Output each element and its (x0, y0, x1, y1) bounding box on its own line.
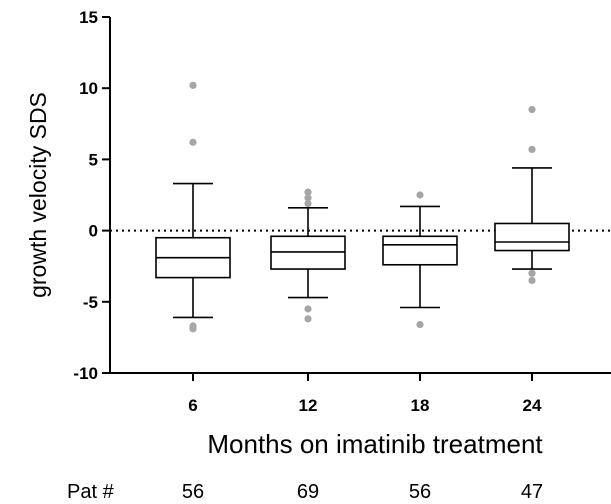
x-axis: 6 12 18 24 (110, 372, 611, 415)
box-24-months (494, 105, 570, 285)
outlier-point (416, 191, 424, 199)
outlier-point (189, 81, 197, 89)
patient-count-label: Pat # (67, 481, 115, 503)
patient-count-value: 69 (297, 481, 319, 503)
patient-count-value: 47 (521, 481, 543, 503)
patient-counts: 56 69 56 47 (182, 481, 543, 503)
y-tick-label: -5 (83, 293, 98, 312)
outlier-point (304, 194, 312, 202)
outlier-point (304, 315, 312, 323)
x-axis-label: Months on imatinib treatment (207, 429, 543, 459)
outlier-point (528, 269, 536, 277)
outlier-point (528, 276, 536, 285)
y-axis-label: growth velocity SDS (25, 92, 51, 298)
y-tick-label: 0 (89, 222, 98, 241)
iqr-box (382, 235, 458, 266)
x-tick-label: 24 (523, 396, 542, 415)
outlier-point (189, 325, 197, 333)
outlier-point (304, 199, 312, 208)
box-12-months (270, 188, 346, 323)
x-tick-label: 6 (188, 396, 197, 415)
y-axis: 15 10 5 0 -5 -10 (73, 8, 111, 383)
outlier-point (189, 138, 197, 146)
outlier-point (528, 145, 536, 154)
outlier-point (528, 105, 536, 114)
outlier-point (304, 188, 312, 196)
outlier-point (416, 320, 424, 329)
patient-count-value: 56 (409, 481, 431, 503)
y-tick-label: -10 (73, 364, 98, 383)
patient-count-value: 56 (182, 481, 204, 503)
x-tick-label: 12 (299, 396, 318, 415)
y-tick-label: 10 (79, 79, 98, 98)
iqr-box (494, 222, 570, 252)
y-tick-label: 15 (79, 8, 98, 27)
box-plot-series (155, 81, 570, 333)
outlier-point (304, 305, 312, 313)
box-18-months (382, 191, 458, 329)
y-tick-label: 5 (89, 150, 98, 169)
x-tick-label: 18 (411, 396, 430, 415)
box-6-months (155, 81, 231, 333)
